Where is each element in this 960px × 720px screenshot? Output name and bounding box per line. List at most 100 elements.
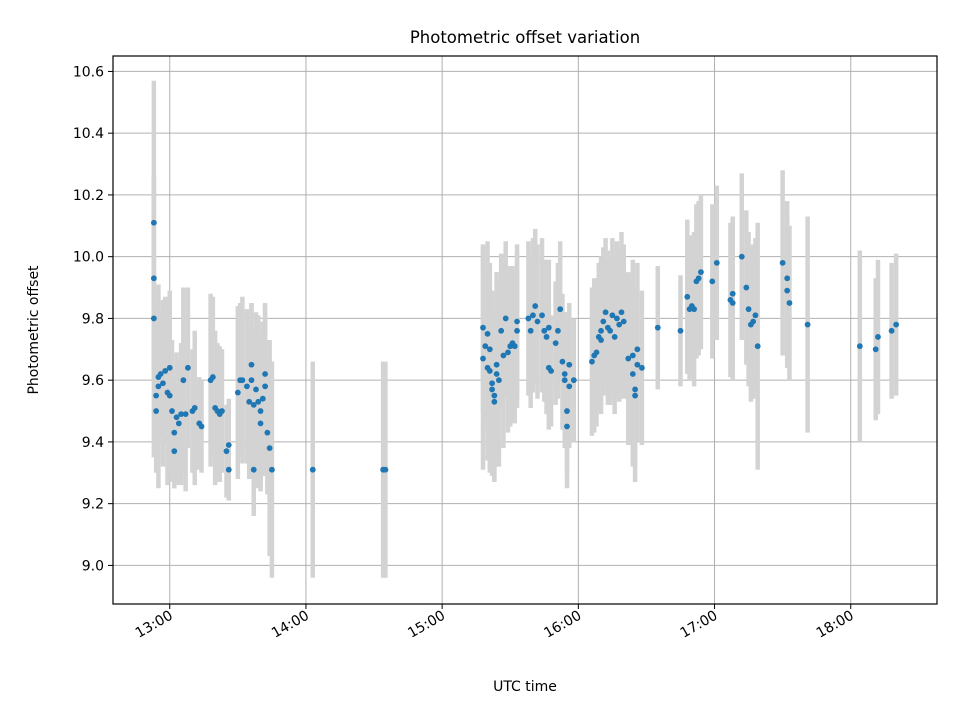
data-point [480, 355, 486, 362]
data-point [713, 259, 720, 266]
data-point [620, 318, 627, 325]
data-point [745, 306, 752, 313]
data-point [552, 340, 559, 347]
x-axis-label: UTC time [493, 679, 557, 695]
data-point [491, 392, 498, 399]
data-point [561, 377, 568, 384]
data-point [527, 327, 534, 334]
data-point [570, 377, 577, 384]
data-point [180, 377, 187, 384]
data-point [514, 327, 520, 334]
data-point [246, 398, 253, 405]
data-point [888, 327, 895, 334]
data-point [489, 380, 495, 387]
data-point [162, 368, 169, 374]
data-point [598, 327, 604, 334]
data-point [486, 346, 493, 353]
data-point [491, 398, 498, 405]
data-point [257, 420, 264, 427]
data-point [244, 383, 250, 390]
data-point [600, 318, 607, 325]
data-point [262, 371, 268, 377]
data-point [493, 371, 500, 377]
data-point [511, 343, 518, 350]
data-point [564, 423, 570, 430]
data-point [804, 321, 811, 328]
data-point [532, 303, 539, 309]
data-point [191, 405, 198, 411]
data-point [502, 315, 509, 322]
data-point [634, 346, 641, 353]
data-point [691, 306, 698, 313]
data-point [253, 386, 259, 393]
data-point [486, 368, 493, 374]
data-point [566, 361, 573, 368]
data-point [634, 361, 641, 368]
data-point [593, 349, 600, 356]
data-point [525, 315, 532, 322]
data-point [250, 466, 257, 473]
data-point [248, 361, 255, 368]
data-point [611, 334, 618, 340]
data-point [493, 361, 500, 368]
data-point [219, 408, 225, 414]
data-point [893, 321, 900, 328]
data-point [489, 386, 495, 393]
data-point [709, 278, 716, 285]
data-point [169, 408, 175, 414]
data-point [743, 284, 750, 291]
data-point [262, 383, 268, 390]
y-tick-label: 9.6 [82, 373, 104, 389]
data-point [209, 374, 216, 380]
data-point [234, 389, 241, 396]
data-point [166, 364, 173, 371]
data-point [166, 392, 173, 399]
data-point [616, 321, 623, 328]
data-point [175, 420, 182, 427]
data-point [786, 300, 793, 306]
data-point [618, 309, 625, 316]
data-point [609, 312, 616, 319]
y-axis: 9.0 9.2 9.4 9.6 9.8 10.0 10.2 10.4 10.6 [73, 64, 113, 574]
data-point [171, 429, 178, 436]
data-point [239, 377, 246, 384]
data-point [654, 324, 661, 331]
data-point [155, 383, 162, 390]
data-point [264, 429, 271, 436]
data-point [539, 312, 545, 319]
data-point [729, 290, 736, 297]
data-point [198, 423, 205, 430]
data-point [677, 327, 684, 334]
data-point [639, 364, 645, 371]
data-point [729, 300, 736, 306]
data-point [629, 352, 636, 359]
data-point [257, 408, 264, 414]
data-point [150, 315, 157, 322]
y-axis-label: Photometric offset [26, 265, 42, 395]
data-point [559, 358, 566, 365]
data-point [514, 318, 520, 325]
plot-frame [112, 55, 938, 605]
data-point [259, 395, 266, 402]
data-point [629, 371, 636, 377]
data-point [545, 324, 552, 331]
data-point [541, 327, 548, 334]
y-tick-label: 10.0 [73, 250, 104, 266]
data-point [684, 293, 691, 300]
data-point [178, 411, 184, 418]
data-point [255, 398, 262, 405]
data-point [632, 386, 638, 393]
data-points [150, 219, 900, 473]
y-tick-label: 10.6 [73, 64, 104, 80]
data-point [548, 368, 555, 374]
data-point [171, 448, 178, 455]
data-point [589, 358, 595, 365]
data-point [875, 334, 881, 340]
data-point [150, 275, 157, 282]
data-point [530, 312, 536, 319]
data-point [250, 401, 257, 408]
data-point [698, 269, 704, 276]
data-point [557, 306, 564, 313]
